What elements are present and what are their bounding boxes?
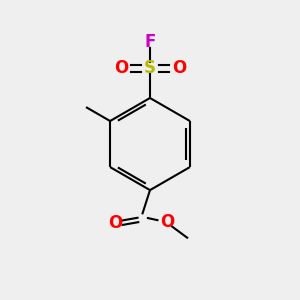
Text: O: O [172,59,186,77]
Text: F: F [144,32,156,50]
Text: S: S [144,59,156,77]
Text: O: O [160,213,174,231]
Text: O: O [108,214,122,232]
Text: O: O [114,59,128,77]
